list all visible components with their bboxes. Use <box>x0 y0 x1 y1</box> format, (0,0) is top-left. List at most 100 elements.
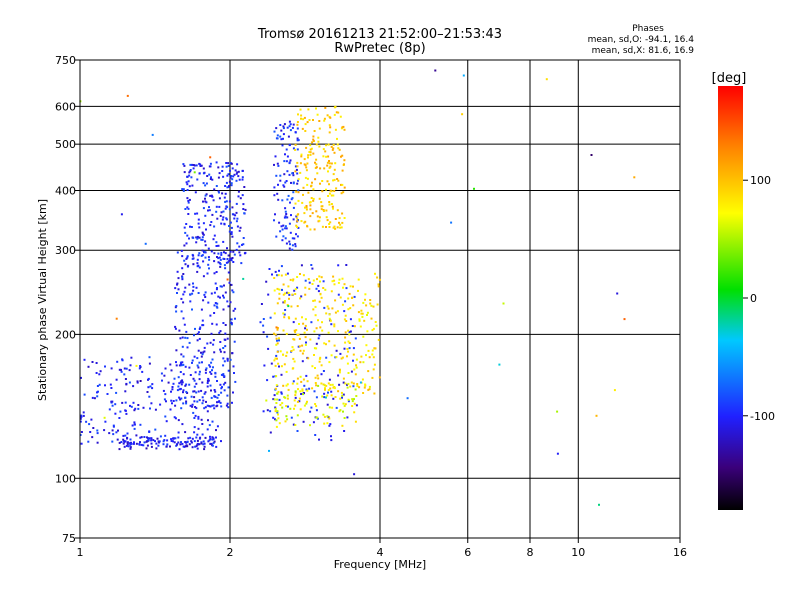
data-point <box>126 443 129 446</box>
data-point <box>321 180 324 182</box>
data-point <box>169 408 172 411</box>
data-point <box>204 391 207 394</box>
data-point <box>294 391 297 394</box>
data-point <box>328 313 331 316</box>
data-point <box>129 364 132 367</box>
data-point <box>327 143 330 146</box>
data-point <box>205 182 208 185</box>
data-point <box>210 292 213 295</box>
data-point <box>202 207 205 210</box>
data-point <box>284 396 287 399</box>
data-point <box>181 278 184 281</box>
data-point <box>202 172 205 175</box>
data-point <box>234 307 237 310</box>
data-point <box>192 254 195 257</box>
data-point <box>283 316 286 319</box>
data-point <box>104 365 106 368</box>
data-point <box>273 186 276 189</box>
data-point <box>115 317 118 320</box>
data-point <box>80 442 83 445</box>
data-point <box>311 283 314 285</box>
data-point <box>209 442 212 445</box>
data-point <box>222 216 225 219</box>
data-point <box>274 155 277 158</box>
data-point <box>232 391 234 394</box>
data-point <box>215 241 218 244</box>
data-point <box>210 361 213 364</box>
data-point <box>188 185 191 188</box>
data-point <box>117 429 119 432</box>
data-point <box>154 428 157 431</box>
data-point <box>330 354 333 357</box>
data-point <box>328 192 331 195</box>
data-point <box>286 418 289 421</box>
data-point <box>182 301 185 304</box>
data-point <box>317 337 320 340</box>
data-point <box>295 190 298 193</box>
chart-subtitle: RwPretec (8p) <box>334 41 425 56</box>
data-point <box>286 383 289 386</box>
data-point <box>368 385 371 388</box>
data-point <box>311 141 314 144</box>
data-point <box>116 360 119 363</box>
data-point <box>182 445 185 448</box>
data-point <box>357 289 359 292</box>
data-point <box>315 158 318 161</box>
data-point <box>288 293 291 296</box>
data-point <box>103 429 106 432</box>
data-point <box>333 151 336 154</box>
data-point <box>292 321 295 324</box>
data-point <box>126 436 129 439</box>
data-point <box>330 390 333 393</box>
data-point <box>306 400 308 403</box>
data-point <box>326 219 329 222</box>
data-point <box>329 319 332 322</box>
data-point <box>115 431 118 434</box>
data-point <box>181 345 184 348</box>
data-point <box>199 163 202 166</box>
data-point <box>331 280 334 283</box>
data-point <box>179 371 182 373</box>
data-point <box>114 412 117 415</box>
data-point <box>151 387 154 390</box>
data-point <box>193 417 196 419</box>
data-point <box>202 440 205 443</box>
data-point <box>372 327 375 330</box>
data-point <box>288 143 291 146</box>
data-point <box>230 233 233 235</box>
data-point <box>281 144 284 147</box>
data-point <box>176 292 178 294</box>
data-point <box>187 207 190 210</box>
data-point <box>296 214 299 217</box>
data-point <box>276 287 279 290</box>
data-point <box>341 169 344 172</box>
data-point <box>288 161 291 164</box>
data-point <box>216 256 218 258</box>
data-point <box>309 228 312 231</box>
data-point <box>623 318 626 321</box>
data-point <box>363 319 366 322</box>
data-point <box>340 357 343 360</box>
grid-lines <box>80 60 680 538</box>
data-point <box>186 441 189 444</box>
data-point <box>377 285 380 288</box>
data-point <box>299 349 302 352</box>
data-point <box>224 332 227 335</box>
y-tick-label: 600 <box>55 100 76 113</box>
data-point <box>341 394 344 397</box>
data-point <box>198 373 201 376</box>
data-point <box>313 330 316 333</box>
data-point <box>95 372 98 374</box>
data-point <box>301 316 303 319</box>
data-point <box>80 414 83 417</box>
data-point <box>129 447 132 450</box>
data-point <box>275 354 278 357</box>
data-point <box>163 398 166 401</box>
data-point <box>294 202 297 205</box>
data-point <box>281 228 284 231</box>
data-point <box>208 439 211 442</box>
data-point <box>225 162 228 164</box>
data-point <box>193 355 196 358</box>
data-point <box>181 188 184 191</box>
data-point <box>312 188 315 191</box>
